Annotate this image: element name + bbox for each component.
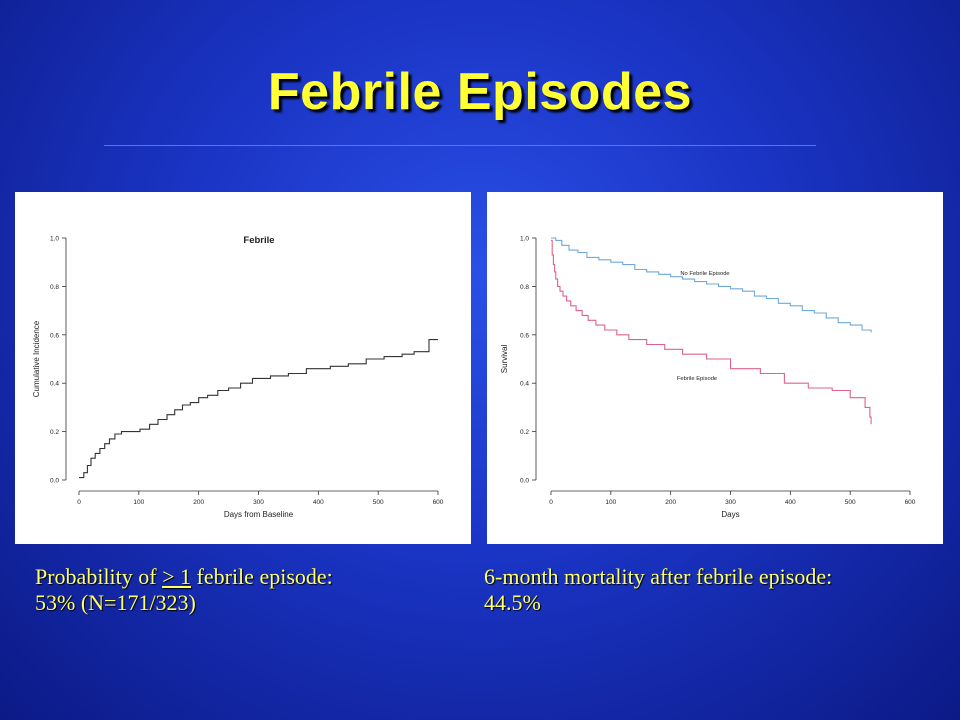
series-label-0: No Febrile Episode (680, 271, 729, 277)
y-tick-label: 0.4 (520, 381, 529, 388)
x-tick-label: 500 (845, 499, 856, 506)
cumulative-incidence-chart: 0.0 0.2 0.4 0.6 0.8 1.0 0 100 200 300 400 500 600 Day… (32, 235, 444, 519)
x-tick-label: 100 (605, 499, 616, 506)
series-line-1 (551, 239, 872, 425)
x-tick-label: 600 (433, 499, 444, 506)
survival-chart-panel: 0.0 0.2 0.4 0.6 0.8 1.0 0 100 200 300 400 500 600 Day… (487, 192, 943, 544)
incidence-caption: Probability of > 1 febrile episode: 53% … (35, 564, 333, 616)
y-tick-label: 0.6 (50, 332, 59, 339)
mortality-caption: 6-month mortality after febrile episode:… (484, 564, 832, 616)
y-tick-label: 0.2 (50, 429, 59, 436)
y-tick-label: 0.6 (520, 332, 529, 339)
y-axis-label: Survival (500, 345, 509, 374)
x-axis-label: Days (721, 510, 739, 519)
x-tick-label: 300 (253, 499, 264, 506)
caption-febrile-text: febrile episode: (196, 564, 333, 589)
cumulative-incidence-chart-panel: 0.0 0.2 0.4 0.6 0.8 1.0 0 100 200 300 400 500 600 Day… (15, 192, 471, 544)
series-line-0 (79, 339, 438, 479)
chart-title: Febrile (243, 235, 274, 246)
x-tick-label: 600 (905, 499, 916, 506)
survival-chart: 0.0 0.2 0.4 0.6 0.8 1.0 0 100 200 300 400 500 600 Day… (500, 236, 916, 520)
x-tick-label: 0 (549, 499, 553, 506)
y-tick-label: 0.8 (50, 284, 59, 291)
mortality-caption-line2: 44.5% (484, 590, 541, 615)
x-tick-label: 200 (665, 499, 676, 506)
x-tick-label: 500 (373, 499, 384, 506)
x-tick-label: 100 (133, 499, 144, 506)
y-tick-label: 0.4 (50, 381, 59, 388)
caption-probability-text: Probability of (35, 564, 157, 589)
slide-title: Febrile Episodes (267, 63, 693, 121)
incidence-caption-line1: Probability of > 1 febrile episode: (35, 564, 333, 590)
y-tick-label: 0.0 (520, 478, 529, 485)
y-tick-label: 1.0 (50, 236, 59, 243)
incidence-caption-line2: 53% (N=171/323) (35, 590, 196, 615)
x-axis-label: Days from Baseline (224, 510, 294, 519)
x-tick-label: 200 (193, 499, 204, 506)
y-tick-label: 1.0 (520, 236, 529, 243)
series-label-1: Febrile Episode (677, 376, 717, 382)
x-tick-label: 400 (785, 499, 796, 506)
y-tick-label: 0.8 (520, 284, 529, 291)
y-axis-label: Cumulative Incidence (32, 320, 41, 397)
x-tick-label: 300 (725, 499, 736, 506)
x-tick-label: 400 (313, 499, 324, 506)
mortality-caption-line1: 6-month mortality after febrile episode: (484, 564, 833, 589)
series-line-0 (551, 237, 872, 333)
x-tick-label: 0 (77, 499, 81, 506)
caption-ge-symbol: > 1 (162, 564, 192, 589)
title-underline (104, 145, 816, 146)
y-tick-label: 0.2 (520, 429, 529, 436)
y-tick-label: 0.0 (50, 478, 59, 485)
